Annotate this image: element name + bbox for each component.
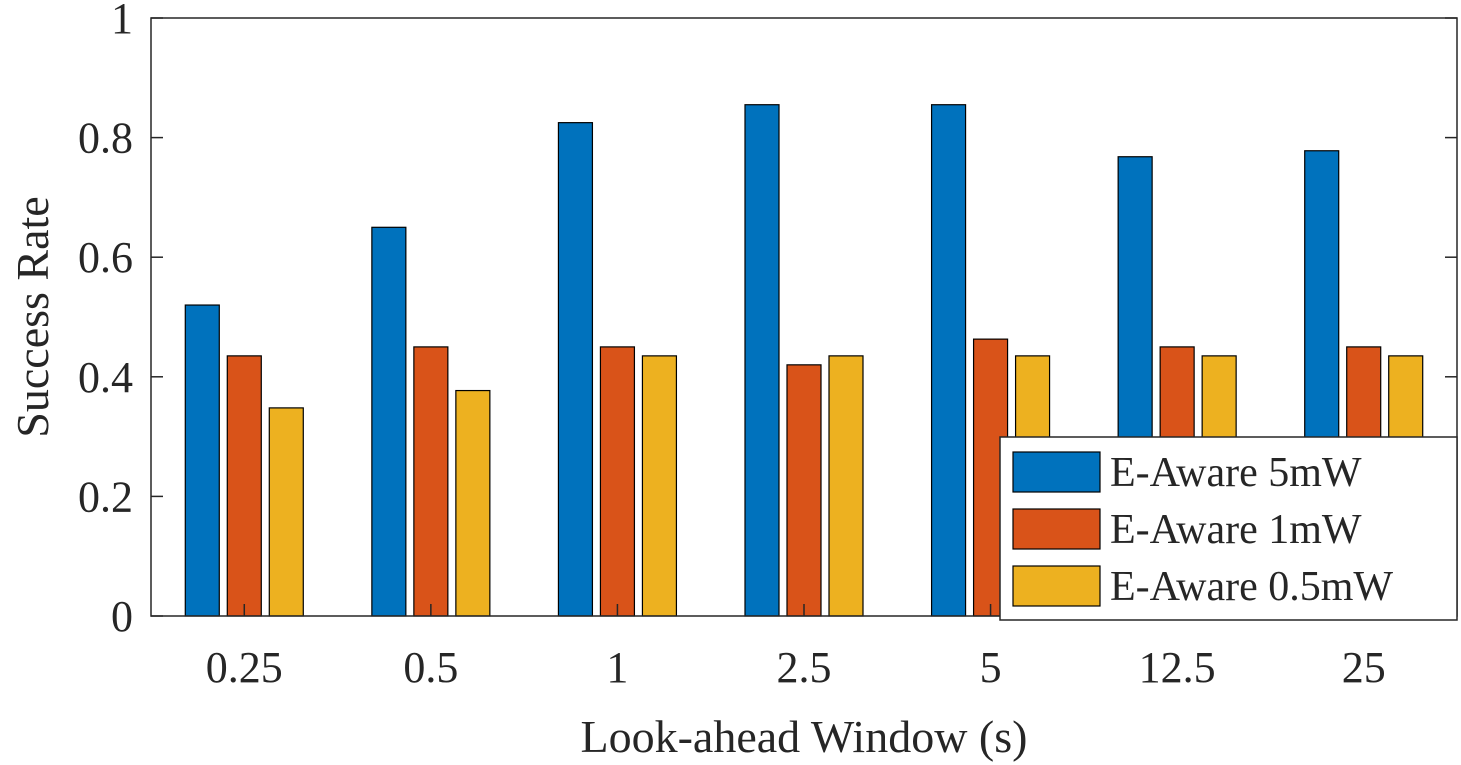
y-tick-label: 0.4 <box>78 353 133 402</box>
x-tick-label: 0.5 <box>403 643 458 692</box>
legend-swatch-1 <box>1012 451 1101 493</box>
y-axis-label: Success Rate <box>7 196 58 437</box>
legend-label-3: E-Aware 0.5mW <box>1110 564 1393 610</box>
legend-label-2: E-Aware 1mW <box>1110 507 1362 553</box>
x-tick-label: 12.5 <box>1139 643 1216 692</box>
bar-2-0.25 <box>226 355 262 617</box>
bar-3-2.5 <box>828 355 864 617</box>
bar-2-1 <box>599 346 636 617</box>
bar-1-2.5 <box>744 104 780 617</box>
bar-2-2.5 <box>786 364 822 617</box>
legend-swatch-3 <box>1012 565 1101 607</box>
bar-1-1 <box>557 122 594 617</box>
bar-3-0.5 <box>455 389 491 617</box>
legend: E-Aware 5mW E-Aware 1mW E-Aware 0.5mW <box>999 436 1458 621</box>
x-tick-label: 0.25 <box>206 643 283 692</box>
y-tick-label: 0.2 <box>78 472 133 521</box>
axes-layer: 00.20.40.60.810.25 0.5 1 2.5 5 12.5 25Look-ahe… <box>7 0 1458 762</box>
x-tick-label: 5 <box>980 643 1002 692</box>
legend-swatch-2 <box>1012 508 1101 550</box>
y-tick-label: 1 <box>111 0 133 43</box>
x-axis-label: Look-ahead Window (s) <box>581 711 1028 762</box>
x-tick-label: 1 <box>606 643 628 692</box>
x-tick-label: 25 <box>1342 643 1386 692</box>
legend-label-1: E-Aware 5mW <box>1110 450 1362 496</box>
y-tick-label: 0.8 <box>78 114 133 163</box>
y-tick-label: 0 <box>111 592 133 641</box>
bar-2-0.5 <box>413 346 449 617</box>
x-tick-label: 2.5 <box>777 643 832 692</box>
bar-1-5 <box>930 104 967 617</box>
y-tick-label: 0.6 <box>78 233 133 282</box>
bar-3-0.25 <box>268 407 304 617</box>
bar-1-0.5 <box>371 226 407 617</box>
bar-3-1 <box>641 355 678 617</box>
bar-1-0.25 <box>184 304 220 617</box>
